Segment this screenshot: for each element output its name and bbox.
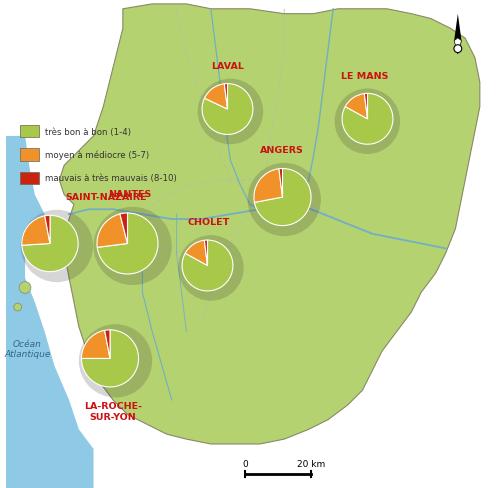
Wedge shape	[97, 214, 158, 274]
Text: CHOLET: CHOLET	[188, 218, 230, 227]
Polygon shape	[454, 39, 462, 55]
Circle shape	[454, 46, 462, 53]
Circle shape	[198, 80, 263, 145]
Wedge shape	[204, 84, 228, 110]
Wedge shape	[104, 330, 110, 359]
Polygon shape	[60, 5, 480, 444]
Circle shape	[248, 163, 321, 237]
Wedge shape	[82, 331, 110, 359]
Text: moyen à médiocre (5-7): moyen à médiocre (5-7)	[44, 150, 148, 160]
Circle shape	[79, 325, 152, 398]
Text: ANGERS: ANGERS	[260, 146, 304, 155]
Wedge shape	[185, 241, 208, 266]
Wedge shape	[342, 94, 393, 145]
Bar	[20, 149, 39, 162]
Text: LE MANS: LE MANS	[341, 72, 388, 81]
Wedge shape	[254, 169, 282, 203]
Text: LAVAL: LAVAL	[212, 62, 244, 71]
Wedge shape	[82, 330, 138, 387]
Wedge shape	[22, 216, 50, 246]
Wedge shape	[182, 241, 233, 291]
Circle shape	[94, 207, 172, 285]
Wedge shape	[22, 216, 78, 272]
Bar	[20, 172, 39, 185]
Text: Océan
Atlantique: Océan Atlantique	[4, 339, 51, 359]
Wedge shape	[254, 169, 311, 226]
Wedge shape	[364, 94, 368, 120]
Text: 0: 0	[242, 460, 248, 468]
Text: LA-ROCHE-
SUR-YON: LA-ROCHE- SUR-YON	[84, 402, 142, 421]
Text: très bon à bon (1-4): très bon à bon (1-4)	[44, 127, 130, 136]
Circle shape	[19, 282, 31, 294]
Circle shape	[178, 236, 244, 301]
Wedge shape	[345, 94, 368, 120]
Wedge shape	[204, 241, 208, 266]
Circle shape	[20, 210, 93, 283]
Bar	[20, 125, 39, 138]
Circle shape	[14, 304, 22, 311]
Polygon shape	[6, 137, 94, 488]
Text: NANTES: NANTES	[108, 190, 152, 199]
Wedge shape	[97, 215, 128, 248]
Wedge shape	[279, 169, 282, 198]
Wedge shape	[202, 84, 253, 135]
Text: SAINT-NAZAIRE: SAINT-NAZAIRE	[65, 193, 146, 202]
Text: 20 km: 20 km	[297, 460, 325, 468]
Polygon shape	[454, 15, 462, 41]
Wedge shape	[120, 214, 128, 244]
Wedge shape	[224, 84, 228, 110]
Wedge shape	[44, 216, 50, 244]
Text: mauvais à très mauvais (8-10): mauvais à très mauvais (8-10)	[44, 174, 176, 183]
Circle shape	[334, 89, 400, 155]
